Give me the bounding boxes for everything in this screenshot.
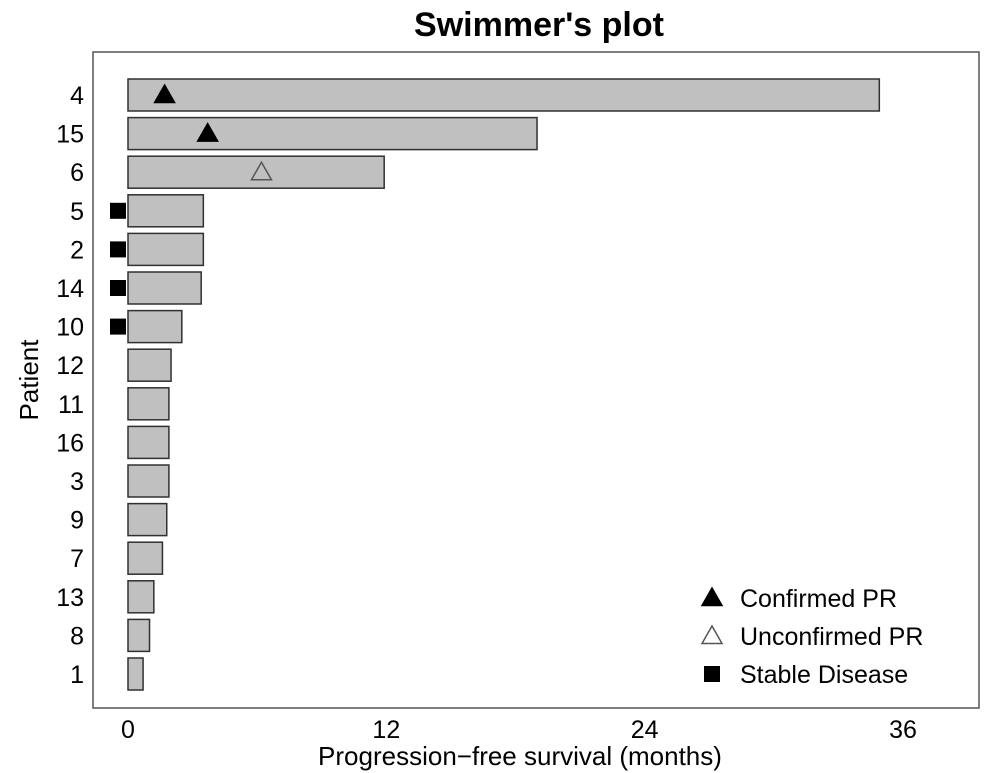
y-tick-label: 14 [56,275,84,303]
x-tick-label: 0 [121,716,135,744]
y-tick-label: 15 [56,121,84,149]
y-tick-label: 3 [70,468,84,496]
bar-patient-15 [127,116,538,151]
y-tick-label: 4 [70,82,84,110]
marker-stable-disease-patient-10 [110,318,126,335]
legend-symbol-unconfirmed-pr [700,624,724,645]
y-tick-labels: 4 15 6 5 2 14 10 12 11 16 3 9 7 13 8 1 [56,82,84,689]
chart-title: Swimmer's plot [414,6,664,44]
bar-patient-11 [127,387,170,421]
bar-patient-16 [127,425,170,460]
bar-patient-4 [127,78,881,112]
legend: Confirmed PR Unconfirmed PR Stable Disease [700,585,923,689]
bar-patient-7 [127,541,164,575]
bars-group [127,78,881,691]
x-axis-label: Progression−free survival (months) [318,741,722,771]
y-tick-label: 9 [70,507,84,535]
bar-patient-5 [127,194,205,228]
y-tick-label: 8 [70,622,84,650]
x-tick-label: 36 [889,716,917,744]
marker-stable-disease-patient-2 [110,241,126,258]
x-tick-labels: 0 12 24 36 [121,716,917,744]
marker-stable-disease-patient-14 [110,280,126,296]
bar-patient-3 [127,464,170,498]
marker-stable-disease-patient-5 [110,202,126,219]
marker-confirmed-pr-patient-4 [153,83,176,104]
marker-confirmed-pr-patient-15 [196,122,219,142]
y-tick-label: 11 [58,391,84,419]
bar-patient-1 [127,657,144,691]
bar-patient-14 [127,271,202,305]
legend-symbol-confirmed-pr [700,586,724,607]
y-tick-label: 13 [56,584,84,612]
y-tick-label: 2 [70,236,84,264]
bar-patient-8 [127,618,151,653]
bar-patient-12 [127,348,172,382]
y-tick-label: 6 [70,159,84,187]
bar-patient-13 [127,580,155,614]
plot-frame [92,51,980,709]
y-tick-label: 16 [56,429,84,457]
y-tick-label: 1 [70,661,84,689]
marker-unconfirmed-pr-patient-6 [250,160,273,181]
y-tick-label: 12 [56,352,84,380]
y-axis-label: Patient [14,339,44,421]
markers-group [110,83,273,335]
bar-patient-9 [127,502,168,537]
legend-label: Confirmed PR [740,585,897,613]
y-tick-label: 5 [70,198,84,226]
bar-patient-2 [127,232,205,267]
y-tick-label: 10 [56,314,84,342]
x-tick-label: 24 [631,716,659,744]
y-tick-label: 7 [70,545,84,573]
legend-label: Unconfirmed PR [740,623,923,651]
x-tick-label: 12 [372,716,400,744]
legend-symbol-stable-disease [704,666,720,682]
bar-patient-10 [127,309,183,344]
legend-label: Stable Disease [740,661,908,689]
